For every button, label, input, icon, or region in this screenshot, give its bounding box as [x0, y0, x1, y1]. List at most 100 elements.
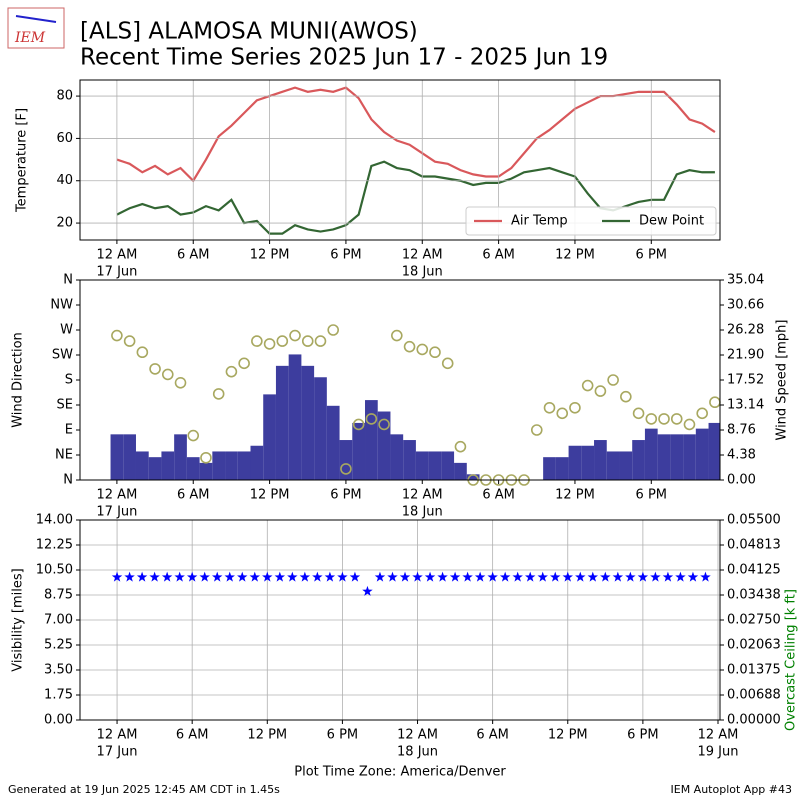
wind-direction-point	[645, 413, 658, 425]
visibility-point	[612, 571, 624, 582]
legend-label: Air Temp	[511, 214, 568, 229]
wind-speed-bar	[670, 434, 684, 480]
visibility-point	[337, 571, 348, 582]
wind-speed-bar	[466, 474, 480, 480]
wind-direction-point	[632, 407, 645, 420]
visibility-point	[124, 571, 135, 582]
x-tick-label: 12 PM	[247, 728, 287, 743]
subtitle: Recent Time Series 2025 Jun 17 - 2025 Ju…	[80, 45, 608, 71]
x-tick-label: 6 AM	[476, 728, 509, 743]
wind-direction-point	[352, 418, 365, 431]
visibility-point	[274, 571, 286, 582]
x-tick-label: 6 PM	[627, 728, 658, 743]
y-tick-label: E	[65, 423, 73, 438]
visibility-point	[412, 571, 423, 582]
wind-speed-bar	[441, 451, 455, 480]
x-tick-label: 12 PM	[250, 248, 290, 263]
wind-direction-point	[187, 429, 200, 442]
wind-direction-point	[238, 357, 250, 370]
wind-speed-bar	[683, 434, 696, 480]
y-tick-label: N	[63, 473, 73, 488]
x-tick-label: 6 AM	[177, 248, 210, 263]
visibility-point	[174, 571, 185, 582]
y-axis-label: Visibility [miles]	[11, 568, 26, 671]
x-tick-label: 12 PM	[555, 248, 595, 263]
visibility-point	[249, 571, 261, 582]
wind-speed-bar	[275, 365, 289, 480]
visibility-point	[700, 571, 711, 582]
wind-direction-point	[581, 379, 594, 392]
y2-tick-label: 13.14	[727, 398, 764, 413]
wind-direction-point	[314, 335, 327, 347]
wind-speed-bar	[326, 405, 340, 480]
y2-tick-label: 0.00	[727, 473, 756, 488]
visibility-point	[687, 571, 699, 582]
y-tick-label: NW	[50, 298, 73, 313]
visibility-point	[349, 571, 361, 582]
visibility-point	[149, 571, 160, 582]
wind-speed-bar	[454, 462, 467, 480]
footer-left: Generated at 19 Jun 2025 12:45 AM CDT in…	[8, 783, 280, 796]
legend-box	[465, 206, 717, 236]
y2-tick-label: 0.00000	[727, 713, 781, 728]
x-tick-label: 12 AM	[698, 728, 739, 743]
y-tick-label: 20	[56, 216, 73, 231]
wind-speed-bar	[263, 394, 276, 480]
x-tick-date: 17 Jun	[97, 745, 138, 760]
visibility-point	[637, 571, 649, 582]
logo: IEM	[7, 7, 65, 49]
wind-speed-bar	[657, 434, 671, 480]
wind-speed-bar	[695, 428, 709, 480]
wind-direction-point	[340, 463, 352, 475]
wind-speed-bar	[415, 451, 429, 480]
wind-direction-point	[136, 346, 149, 359]
wind-direction-point	[454, 440, 467, 453]
y-tick-label: 5.25	[44, 638, 73, 653]
wind-speed-bar	[148, 457, 162, 480]
wind-direction-point	[594, 385, 607, 397]
x-tick-label: 12 AM	[402, 488, 443, 503]
y2-tick-label: 0.01375	[727, 663, 781, 678]
y-tick-label: S	[65, 373, 73, 388]
wind-speed-bar	[352, 422, 366, 480]
x-tick-label: 6 AM	[177, 488, 210, 503]
wind-direction-point	[391, 329, 403, 342]
wind-direction-point	[543, 401, 556, 414]
wind-speed-bar	[581, 445, 595, 480]
x-tick-label: 12 AM	[97, 728, 138, 743]
y-tick-label: 8.75	[44, 588, 73, 603]
visibility-point	[199, 571, 210, 582]
logo-frame	[7, 7, 65, 49]
wind-direction-point	[569, 401, 581, 414]
visibility-point	[474, 571, 486, 582]
y-tick-label: 60	[56, 131, 73, 146]
visibility-point	[650, 571, 661, 582]
wind-speed-bar	[301, 365, 315, 480]
y2-tick-label: 17.52	[727, 373, 764, 388]
series-line	[116, 86, 716, 183]
y-tick-label: 14.00	[36, 513, 73, 528]
y-tick-label: 12.25	[36, 538, 73, 553]
wind-speed-bar	[110, 434, 124, 480]
wind-speed-bar	[606, 451, 620, 480]
logo-text: IEM	[14, 30, 46, 46]
x-tick-label: 6 AM	[176, 728, 209, 743]
visibility-point	[161, 571, 173, 582]
x-tick-label: 6 PM	[330, 248, 361, 263]
visibility-point	[211, 571, 223, 582]
x-tick-date: 18 Jun	[397, 745, 438, 760]
x-tick-date: 18 Jun	[402, 265, 443, 280]
x-tick-label: 12 AM	[97, 488, 138, 503]
visibility-point	[399, 571, 411, 582]
y-tick-label: 40	[56, 173, 73, 188]
visibility-point	[487, 571, 498, 582]
wind-direction-point	[607, 374, 619, 386]
y-tick-label: 80	[56, 89, 73, 104]
wind-speed-bar	[225, 451, 238, 480]
footer-right: IEM Autoplot App #43	[671, 783, 793, 796]
y2-tick-label: 0.02750	[727, 613, 781, 628]
wind-direction-point	[378, 418, 390, 431]
visibility-point	[562, 571, 573, 582]
y2-tick-label: 0.04813	[727, 538, 781, 553]
wind-speed-bar	[568, 445, 582, 480]
